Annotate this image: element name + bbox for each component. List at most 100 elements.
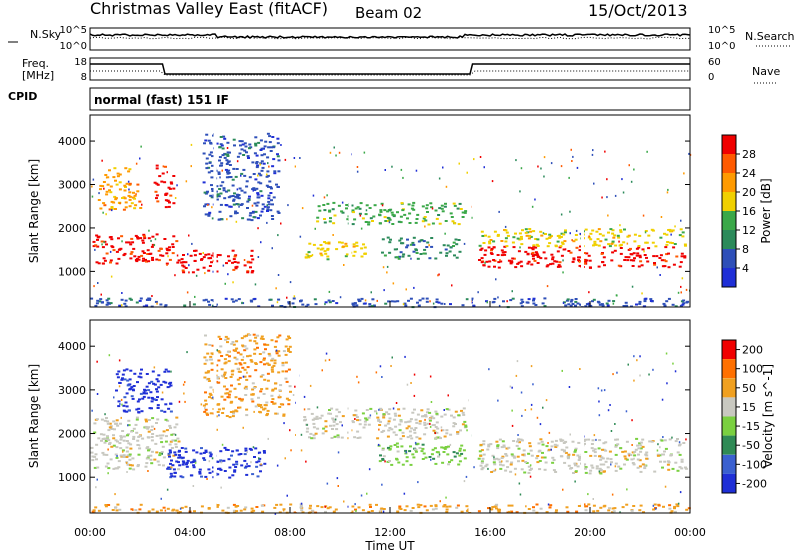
echo-cell <box>215 377 219 380</box>
echo-cell <box>121 430 125 432</box>
noise-point <box>520 167 523 170</box>
noise-point <box>406 383 409 386</box>
echo-cell <box>378 460 382 463</box>
echo-cell <box>324 252 328 255</box>
noise-point <box>614 194 617 197</box>
echo-cell <box>121 377 124 380</box>
echo-cell <box>501 464 505 467</box>
echo-cell <box>633 450 637 453</box>
echo-cell <box>397 220 401 223</box>
echo-cell <box>224 204 228 206</box>
echo-cell <box>155 510 159 513</box>
echo-cell <box>105 190 109 193</box>
echo-cell <box>156 406 160 409</box>
echo-cell <box>501 455 505 458</box>
echo-cell <box>426 211 429 213</box>
echo-cell <box>138 508 142 511</box>
echo-cell <box>109 261 112 264</box>
echo-cell <box>203 142 206 145</box>
echo-cell <box>597 265 601 268</box>
noise-point <box>252 189 254 192</box>
echo-cell <box>312 434 316 437</box>
noise-point <box>260 463 262 466</box>
echo-cell <box>614 453 618 456</box>
noise-point <box>440 429 443 432</box>
echo-cell <box>266 206 270 209</box>
echo-cell <box>224 361 228 364</box>
noise-point <box>306 423 308 426</box>
echo-cell <box>160 441 164 444</box>
echo-cell <box>169 466 173 469</box>
echo-cell <box>457 239 461 241</box>
echo-cell <box>109 191 113 194</box>
noise-point <box>431 207 434 210</box>
x-tick-label: 00:00 <box>674 526 706 539</box>
echo-cell <box>396 445 400 448</box>
echo-cell <box>537 450 541 453</box>
echo-cell <box>222 459 226 462</box>
echo-cell <box>452 451 456 454</box>
echo-cell <box>458 202 462 205</box>
noise-point <box>678 441 681 444</box>
echo-cell <box>281 361 285 364</box>
echo-cell <box>150 462 154 465</box>
noise-point <box>300 502 303 505</box>
echo-cell <box>220 374 224 377</box>
echo-cell <box>459 208 463 210</box>
noise-point <box>560 213 563 216</box>
echo-cell <box>151 397 155 400</box>
echo-cell <box>607 509 611 512</box>
echo-cell <box>237 383 241 386</box>
echo-cell <box>91 455 95 458</box>
echo-cell <box>276 155 280 158</box>
echo-cell <box>103 437 107 440</box>
echo-cell <box>209 194 213 197</box>
echo-cell <box>155 182 159 185</box>
noise-point <box>633 457 635 460</box>
noise-point <box>325 352 328 355</box>
echo-cell <box>233 255 237 258</box>
echo-cell <box>156 380 160 383</box>
echo-cell <box>510 453 514 456</box>
noise-point <box>276 301 279 304</box>
echo-cell <box>320 506 324 509</box>
echo-cell <box>240 337 244 340</box>
echo-cell <box>113 167 117 170</box>
noise-point <box>283 422 285 425</box>
echo-cell <box>218 351 222 354</box>
noise-point <box>677 291 680 294</box>
echo-cell <box>390 300 394 303</box>
echo-cell <box>673 243 677 245</box>
noise-point <box>303 408 306 411</box>
noise-point <box>104 413 106 416</box>
echo-cell <box>150 450 154 453</box>
echo-cell <box>228 466 232 469</box>
echo-cell <box>636 252 640 255</box>
echo-cell <box>534 304 538 306</box>
echo-cell <box>142 252 146 254</box>
echo-cell <box>100 240 104 243</box>
noise-point <box>671 436 673 439</box>
noise-point <box>321 369 323 372</box>
echo-cell <box>498 508 501 511</box>
noise-point <box>498 210 500 213</box>
echo-cell <box>411 204 415 207</box>
echo-cell <box>458 449 462 452</box>
echo-cell <box>115 446 119 449</box>
echo-cell <box>381 448 385 451</box>
noise-point <box>396 248 398 251</box>
echo-cell <box>533 259 537 262</box>
echo-cell <box>172 454 176 457</box>
noise-point <box>550 162 553 165</box>
noise-point <box>135 162 138 165</box>
echo-cell <box>219 184 223 187</box>
echo-cell <box>528 234 532 237</box>
echo-cell <box>584 438 587 441</box>
noise-point <box>309 384 312 387</box>
echo-cell <box>592 510 596 513</box>
noise-point <box>598 414 601 417</box>
echo-cell <box>505 231 509 234</box>
echo-cell <box>193 254 197 257</box>
echo-cell <box>237 298 241 301</box>
echo-cell <box>267 185 270 188</box>
